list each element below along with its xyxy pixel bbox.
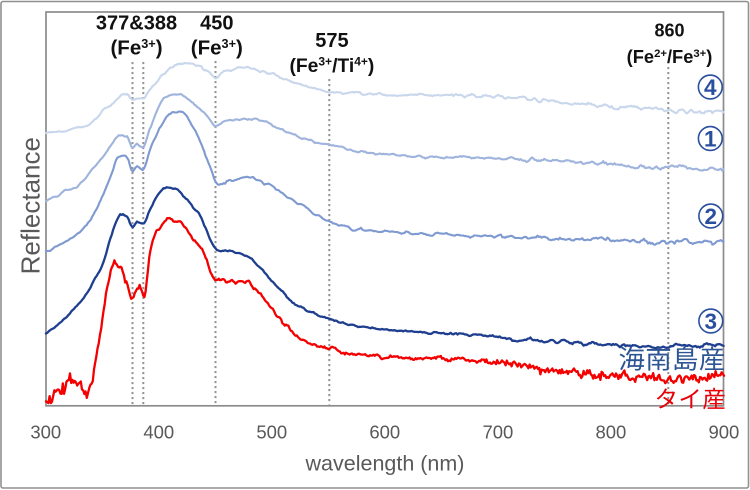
svg-text:450: 450 [200,13,233,35]
svg-text:1: 1 [704,127,717,152]
svg-text:300: 300 [30,422,61,443]
svg-text:wavelength (nm): wavelength (nm) [305,452,465,476]
svg-text:700: 700 [482,422,513,443]
svg-text:3: 3 [705,309,718,334]
svg-text:400: 400 [143,422,174,443]
svg-text:(Fe3+): (Fe3+) [110,37,162,60]
svg-text:(Fe3+/Ti4+): (Fe3+/Ti4+) [289,55,374,77]
svg-text:860: 860 [654,21,684,41]
svg-text:4: 4 [704,75,717,100]
svg-text:377&388: 377&388 [96,13,177,35]
svg-text:Reflectance: Reflectance [16,137,46,274]
svg-text:500: 500 [256,422,287,443]
svg-text:(Fe3+): (Fe3+) [191,37,243,60]
svg-text:(Fe2+/Fe3+): (Fe2+/Fe3+) [627,46,713,67]
svg-text:2: 2 [705,204,718,229]
svg-text:575: 575 [315,30,348,52]
svg-text:900: 900 [708,422,739,443]
svg-text:600: 600 [369,422,400,443]
svg-text:800: 800 [595,422,626,443]
